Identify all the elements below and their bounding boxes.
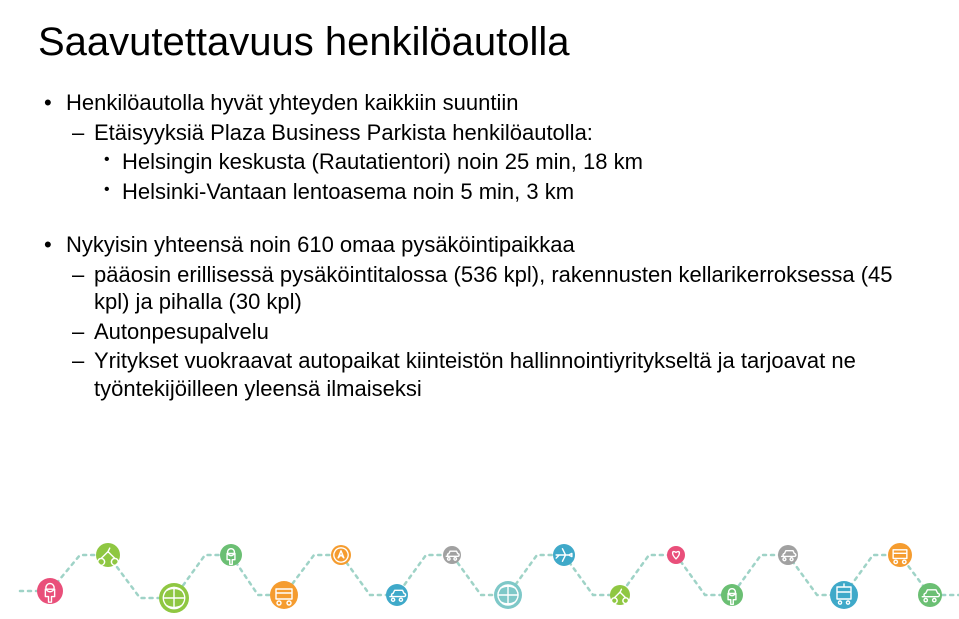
compass-icon [331,545,351,565]
heart-icon [667,546,685,564]
bullet-2-sub-2-text: Autonpesupalvelu [94,319,269,344]
bullet-1-sub-1-sub-1: Helsingin keskusta (Rautatientori) noin … [104,148,919,176]
car-icon [918,583,942,607]
bullet-1-sub-1-sub-2: Helsinki-Vantaan lentoasema noin 5 min, … [104,178,919,206]
footer-transport-graphic [0,509,959,619]
bullet-1-sub-1-sub-2-text: Helsinki-Vantaan lentoasema noin 5 min, … [122,179,574,204]
bullet-2-sub-1-text: pääosin erillisessä pysäköintitalossa (5… [94,262,893,315]
bullet-2-sub-1: pääosin erillisessä pysäköintitalossa (5… [72,261,919,316]
globe-icon [494,581,522,609]
bullet-1-sub-1-text: Etäisyyksiä Plaza Business Parkista henk… [94,120,593,145]
person-icon [37,578,63,604]
bus-icon [888,543,912,567]
plane-icon [553,544,575,566]
bullet-1: Henkilöautolla hyvät yhteyden kaikkiin s… [44,89,919,205]
bullet-1-text: Henkilöautolla hyvät yhteyden kaikkiin s… [66,90,518,115]
slide-content: Henkilöautolla hyvät yhteyden kaikkiin s… [40,89,919,402]
person-icon [220,544,242,566]
car-icon [778,545,798,565]
bike-icon [610,585,630,605]
car-icon [386,584,408,606]
bus-icon [270,581,298,609]
bullet-2-sub-2: Autonpesupalvelu [72,318,919,346]
bullet-2: Nykyisin yhteensä noin 610 omaa pysäköin… [44,231,919,402]
bullet-2-text: Nykyisin yhteensä noin 610 omaa pysäköin… [66,232,575,257]
bullet-2-sub-3: Yritykset vuokraavat autopaikat kiinteis… [72,347,919,402]
slide-title: Saavutettavuus henkilöautolla [38,20,919,65]
slide: Saavutettavuus henkilöautolla Henkilöaut… [0,0,959,619]
bullet-1-sub-1: Etäisyyksiä Plaza Business Parkista henk… [72,119,919,206]
bullet-1-sub-1-sub-1-text: Helsingin keskusta (Rautatientori) noin … [122,149,643,174]
person-icon [721,584,743,606]
globe-icon [159,583,189,613]
car-icon [443,546,461,564]
bullet-2-sub-3-text: Yritykset vuokraavat autopaikat kiinteis… [94,348,856,401]
spacer [44,209,919,231]
bike-icon [96,543,120,567]
tram-icon [830,581,858,609]
